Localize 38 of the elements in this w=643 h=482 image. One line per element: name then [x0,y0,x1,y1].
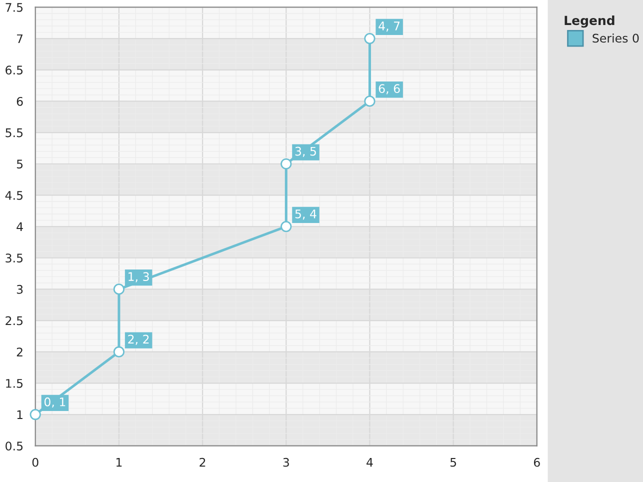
legend-label: Series 0 [592,34,639,43]
x-tick-label: 1 [116,458,122,467]
x-tick-label: 6 [534,458,540,467]
y-tick-label: 6 [16,96,23,106]
y-tick-label: 1.5 [6,379,23,388]
y-tick-label: 4.5 [5,191,23,200]
data-label: 6, 6 [378,84,400,94]
legend-title: Legend [564,15,614,28]
y-tick-label: 7 [17,34,23,44]
y-tick-label: 2 [16,348,22,356]
y-tick-label: 5.5 [6,128,23,138]
point [280,220,292,232]
data-label: 3, 5 [295,146,316,157]
y-tick-label: 6.5 [6,66,23,75]
y-tick-label: 1 [17,410,22,420]
y-tick-label: 2.5 [6,316,23,326]
data-label: 0, 1 [44,397,66,408]
x-tick-label: 5 [450,458,456,467]
data-label: 4, 7 [378,22,400,32]
point [280,158,292,170]
x-tick-label: 3 [283,458,289,467]
x-tick-label: 2 [200,458,206,467]
y-tick-label: 3.5 [6,254,23,263]
point [30,408,41,420]
y-tick-label: 7.5 [6,3,23,12]
x-tick-label: 0 [32,458,38,467]
y-tick-label: 4 [16,222,23,232]
x-tick-label: 4 [366,458,373,467]
data-label: 2, 2 [128,334,149,345]
y-tick-label: 3 [16,284,23,294]
point [113,284,125,295]
y-tick-label: 0.5 [6,442,23,451]
data-label: 5, 4 [295,210,316,220]
point [364,33,376,44]
point [113,346,125,358]
y-tick-label: 5 [16,160,23,169]
point [364,96,376,107]
data-label: 1, 3 [128,272,149,282]
